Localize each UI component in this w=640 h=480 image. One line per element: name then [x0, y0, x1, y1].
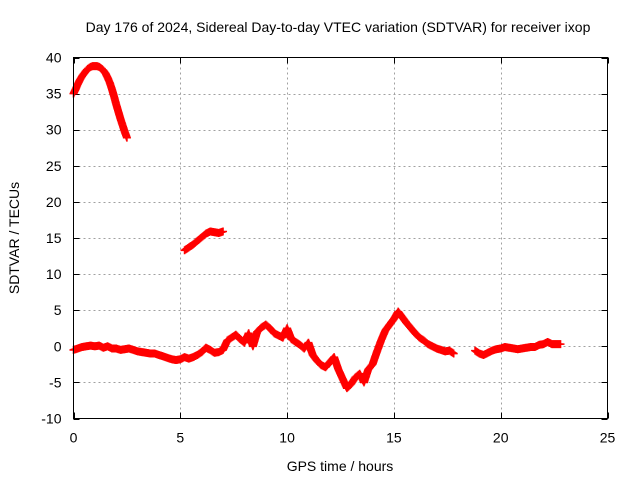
- x-tick-label: 10: [279, 430, 295, 446]
- y-tick-label: -10: [41, 411, 61, 427]
- y-tick-label: 20: [46, 194, 62, 210]
- series-segment-2: [180, 227, 228, 255]
- y-tick-label: 40: [46, 50, 62, 66]
- data-point: [556, 340, 565, 349]
- y-tick-label: 30: [46, 122, 62, 138]
- y-tick-label: 25: [46, 158, 62, 174]
- series-segment-3: [69, 307, 565, 393]
- x-tick-label: 25: [600, 430, 616, 446]
- series-segment-1: [69, 62, 131, 142]
- x-tick-label: 5: [176, 430, 184, 446]
- data-marks: [69, 62, 565, 393]
- y-tick-label: 35: [46, 86, 62, 102]
- x-tick-label: 15: [386, 430, 402, 446]
- y-tick-label: -5: [49, 374, 62, 390]
- y-tick-labels: -10 -5 0 5 10 15 20 25 30 35 40: [41, 50, 61, 427]
- plot-frame: [73, 57, 608, 419]
- ticks-layer: [73, 57, 609, 420]
- y-tick-label: 5: [54, 302, 62, 318]
- y-tick-label: 0: [54, 338, 62, 354]
- x-tick-labels: 0 5 10 15 20 25: [70, 430, 616, 446]
- x-tick-label: 20: [493, 430, 509, 446]
- x-axis-label: GPS time / hours: [287, 458, 394, 474]
- chart-title: Day 176 of 2024, Sidereal Day-to-day VTE…: [86, 19, 591, 35]
- data-point: [122, 133, 131, 142]
- y-axis-label: SDTVAR / TECUs: [6, 182, 22, 294]
- data-point: [219, 227, 228, 236]
- y-tick-label: 15: [46, 230, 62, 246]
- x-tick-label: 0: [70, 430, 78, 446]
- y-tick-label: 10: [46, 266, 62, 282]
- data-point: [449, 349, 458, 358]
